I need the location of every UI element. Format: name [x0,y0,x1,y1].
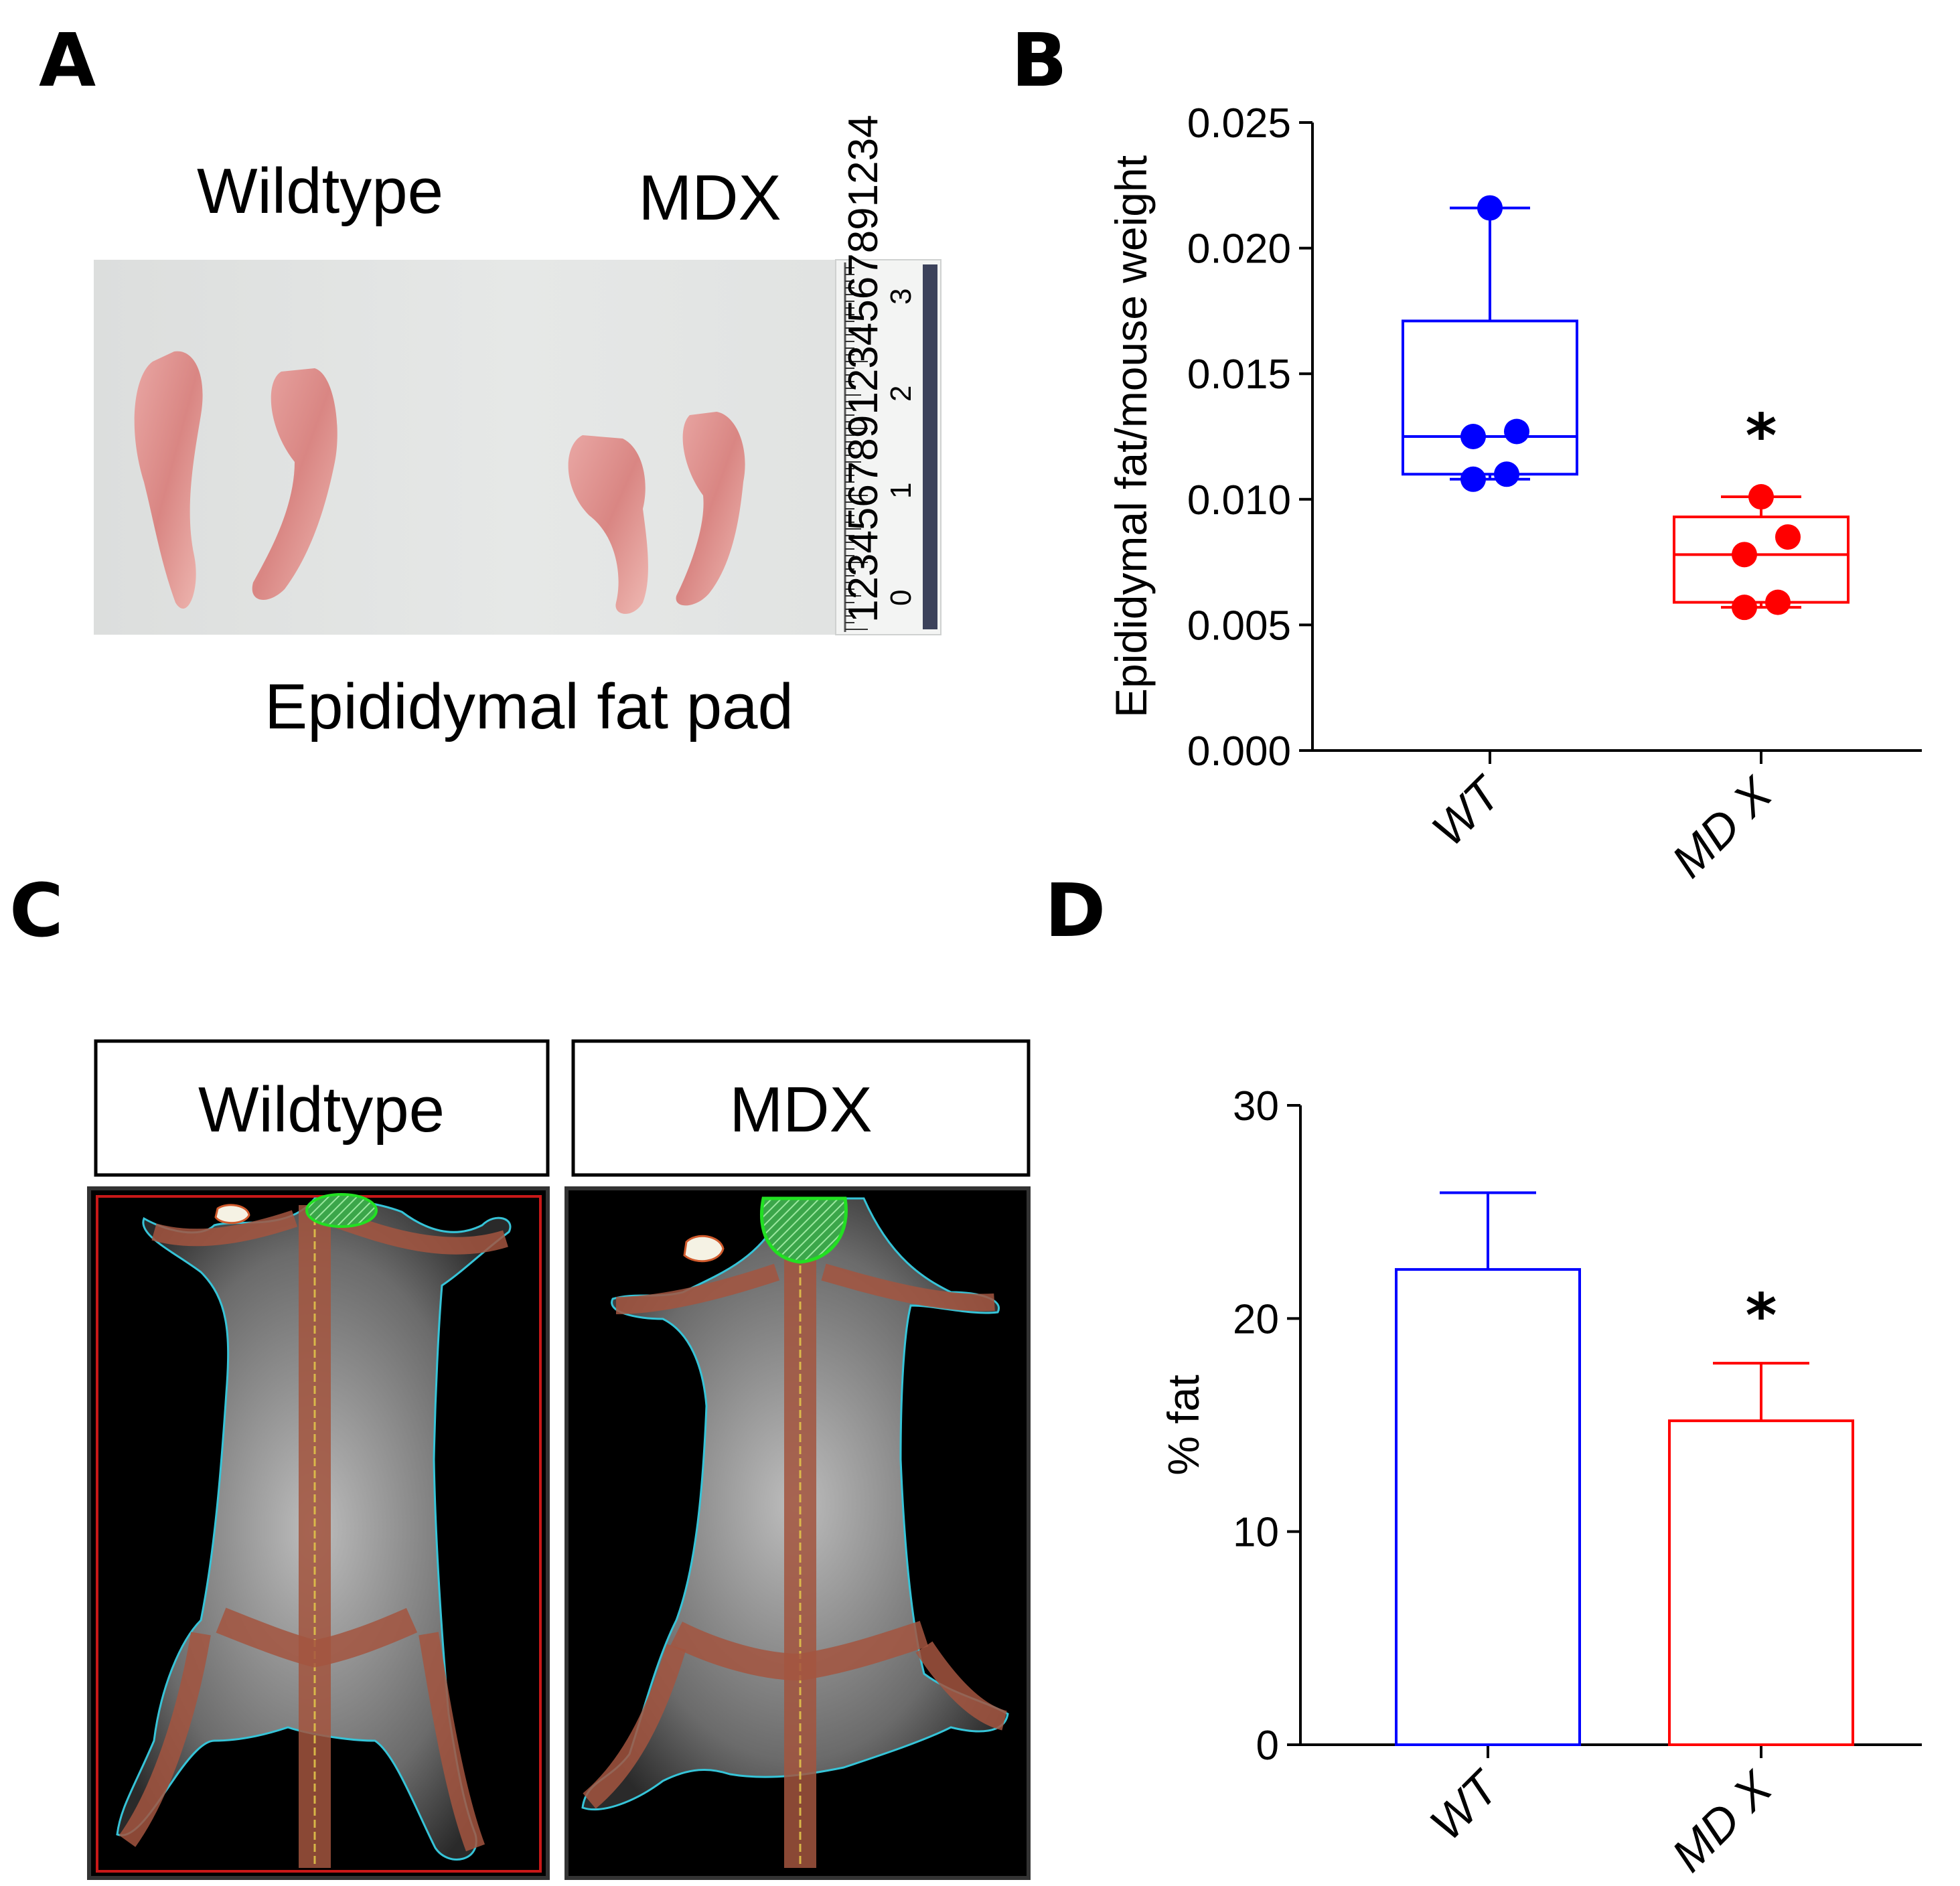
fat-pad-mdx-1 [568,435,648,614]
b-data-point [1460,466,1486,492]
panel-a-caption: Epididymal fat pad [265,671,794,742]
panel-a: Wildtype MDX 1234567891234567891234 0 1 … [94,114,941,742]
b-y-tick-label: 0.020 [1187,226,1291,272]
ruler-brand-strip [923,264,937,629]
fat-pad-photo [94,260,941,635]
panel-c-wildtype-header [94,1039,550,1177]
d-x-tick-label: MD X [1662,1761,1783,1882]
d-significance-star: * [1745,1281,1777,1351]
b-data-point [1748,484,1774,510]
d-bar [1395,1268,1581,1747]
b-data-point [1732,595,1757,621]
b-y-axis-title: Epididymal fat/mouse weight [1106,155,1156,718]
b-y-tick-label: 0.010 [1187,477,1291,524]
b-data-point [1460,424,1486,449]
d-y-tick-label: 10 [1233,1510,1279,1556]
ruler-number-1: 1 [885,483,917,499]
fat-pad-wt-1 [134,351,203,609]
d-y-axis-title: % fat [1158,1374,1208,1475]
b-data-point [1732,542,1757,568]
b-y-tick-label: 0.015 [1187,351,1291,398]
fat-pad-wt-2 [252,368,337,601]
panel-letter-c: C [9,868,64,953]
panel-c-mdx-label: MDX [729,1074,872,1146]
b-significance-star: * [1745,401,1777,471]
d-y-tick-label: 0 [1256,1723,1279,1769]
b-data-point [1765,589,1791,615]
ruler-number-2: 2 [885,386,917,402]
panel-c-mdx-header [571,1039,1031,1177]
panel-a-mdx-label: MDX [638,162,781,234]
b-data-point [1494,461,1519,487]
ruler-ticks [845,267,868,630]
panel-letter-d: D [1045,868,1106,953]
b-box [1402,319,1578,476]
b-data-point [1775,524,1801,550]
ruler-number-3: 3 [885,289,917,305]
b-box [1673,516,1850,604]
panel-letter-b: B [1011,17,1067,103]
b-x-tick-label: MD X [1662,767,1783,888]
b-y-tick-label: 0.000 [1187,728,1291,775]
panel-b-box-plot: 0.000 0.005 0.010 0.015 0.020 0.025 WT MD X Epid… [1106,100,1922,887]
panel-a-wildtype-label: Wildtype [197,155,443,227]
panel-c: Wildtype MDX [87,1039,1031,1880]
panel-c-wildtype-label: Wildtype [198,1074,445,1146]
ruler-number-0: 0 [885,590,917,606]
dexa-scan-mdx [564,1186,1031,1880]
panel-d-bar-chart: 0 10 20 30 WT MD X % fat * [1158,1083,1922,1881]
d-x-tick-label: WT [1420,1759,1510,1850]
fat-pad-mdx-2 [676,412,745,606]
ruler-text: 1234567891234567891234 [840,114,887,623]
b-data-point [1504,418,1529,445]
b-x-tick-label: WT [1422,765,1512,856]
d-bar [1668,1419,1854,1746]
panel-letter-a: A [39,17,96,103]
dexa-scan-wildtype [87,1186,550,1880]
b-data-point [1477,195,1503,221]
d-y-tick-label: 30 [1233,1083,1279,1129]
b-y-tick-label: 0.025 [1187,100,1291,147]
d-y-tick-label: 20 [1233,1296,1279,1342]
b-y-tick-label: 0.005 [1187,603,1291,649]
